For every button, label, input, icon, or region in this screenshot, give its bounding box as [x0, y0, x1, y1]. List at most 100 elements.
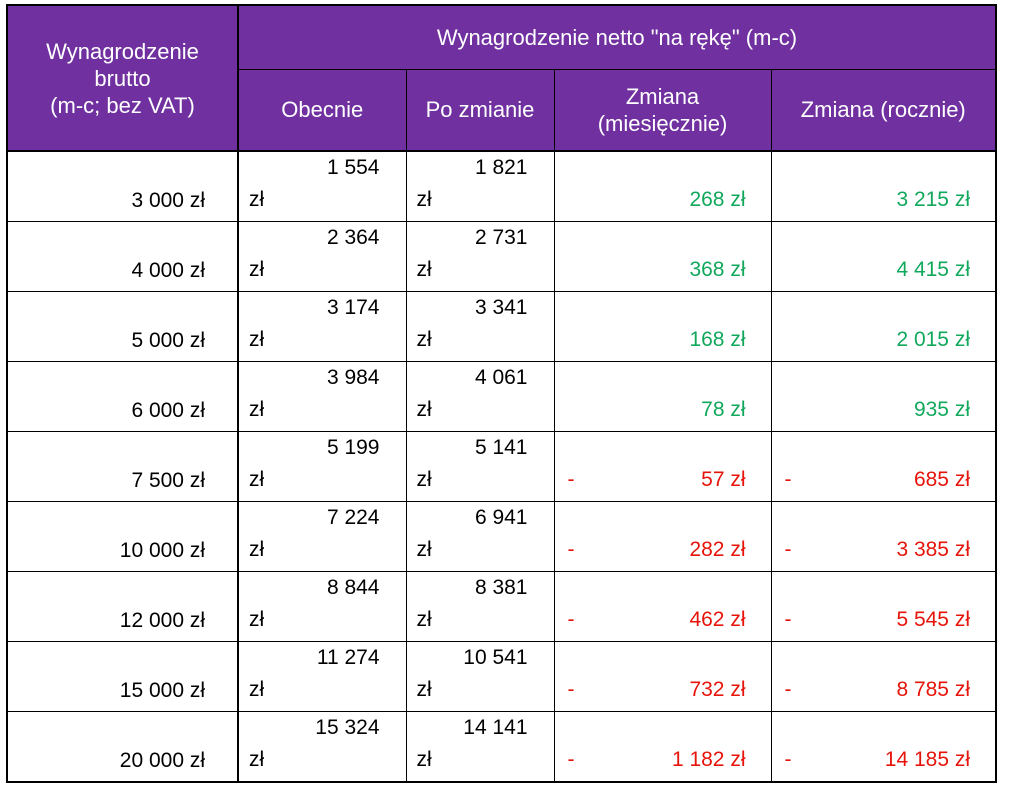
- obecnie-value: 8 844: [326, 576, 380, 599]
- zmiana-rocznie-value: 8 785 zł: [896, 678, 970, 701]
- obecnie-value: 2 364: [326, 226, 380, 249]
- po-zmianie-value: 4 061: [474, 366, 528, 389]
- po-zmianie-cell: 14 141 zł: [405, 711, 555, 783]
- po-zmianie-cell: 1 821 zł: [405, 150, 555, 222]
- minus-sign: -: [567, 678, 575, 701]
- zmiana-miesiecznie-value: 368 zł: [689, 258, 746, 281]
- currency-label: zł: [416, 188, 432, 211]
- obecnie-value: 1 554: [326, 156, 380, 179]
- table-row: 5 000 zł 3 174 zł 3 341 zł 168 zł 2 015 …: [6, 291, 997, 362]
- currency-label: zł: [416, 468, 432, 491]
- obecnie-value: 11 274: [316, 646, 380, 669]
- zmiana-rocznie-value: 14 185 zł: [884, 748, 970, 771]
- obecnie-cell: 7 224 zł: [237, 501, 407, 572]
- brutto-cell: 5 000 zł: [6, 291, 239, 362]
- currency-label: zł: [416, 748, 432, 771]
- brutto-value: 20 000 zł: [119, 749, 205, 772]
- zmiana-rocznie-cell: - 685 zł: [770, 431, 997, 502]
- zmiana-miesiecznie-value: 78 zł: [701, 398, 746, 421]
- currency-label: zł: [249, 748, 265, 771]
- currency-label: zł: [249, 608, 265, 631]
- brutto-cell: 20 000 zł: [6, 711, 239, 783]
- zmiana-miesiecznie-cell: 368 zł: [553, 221, 772, 292]
- brutto-value: 4 000 zł: [131, 259, 205, 282]
- po-zmianie-cell: 3 341 zł: [405, 291, 555, 362]
- po-zmianie-value: 8 381: [474, 576, 528, 599]
- zmiana-rocznie-value: 685 zł: [913, 468, 970, 491]
- zmiana-miesiecznie-cell: 78 zł: [553, 361, 772, 432]
- zmiana-rocznie-value: 3 215 zł: [896, 188, 970, 211]
- zmiana-miesiecznie-cell: - 732 zł: [553, 641, 772, 712]
- brutto-cell: 15 000 zł: [6, 641, 239, 712]
- brutto-cell: 10 000 zł: [6, 501, 239, 572]
- currency-label: zł: [416, 608, 432, 631]
- header-row-sub: Obecnie Po zmianie Zmiana (miesięcznie) …: [7, 68, 997, 152]
- header-row-top: Wynagrodzenie brutto (m-c; bez VAT) Wyna…: [6, 4, 997, 152]
- zmiana-rocznie-cell: - 14 185 zł: [770, 711, 997, 783]
- header-po-zmianie: Po zmianie: [405, 68, 555, 152]
- minus-sign: -: [567, 748, 575, 771]
- zmiana-rocznie-value: 4 415 zł: [896, 258, 970, 281]
- brutto-cell: 12 000 zł: [6, 571, 239, 642]
- header-netto-title: Wynagrodzenie netto "na rękę" (m-c): [237, 4, 997, 70]
- table-row: 4 000 zł 2 364 zł 2 731 zł 368 zł 4 415 …: [6, 221, 997, 292]
- currency-label: zł: [416, 678, 432, 701]
- zmiana-rocznie-cell: 935 zł: [770, 361, 997, 432]
- zmiana-miesiecznie-value: 268 zł: [689, 188, 746, 211]
- table-row: 7 500 zł 5 199 zł 5 141 zł - 57 zł - 685…: [6, 431, 997, 502]
- obecnie-cell: 8 844 zł: [237, 571, 407, 642]
- obecnie-value: 5 199: [326, 436, 380, 459]
- zmiana-rocznie-cell: - 3 385 zł: [770, 501, 997, 572]
- table-row: 15 000 zł 11 274 zł 10 541 zł - 732 zł -…: [6, 641, 997, 712]
- obecnie-cell: 11 274 zł: [237, 641, 407, 712]
- po-zmianie-cell: 10 541 zł: [405, 641, 555, 712]
- zmiana-miesiecznie-value: 732 zł: [689, 678, 746, 701]
- currency-label: zł: [416, 538, 432, 561]
- minus-sign: -: [784, 468, 792, 491]
- po-zmianie-value: 6 941: [474, 506, 528, 529]
- currency-label: zł: [249, 468, 265, 491]
- table-row: 12 000 zł 8 844 zł 8 381 zł - 462 zł - 5…: [6, 571, 997, 642]
- currency-label: zł: [249, 188, 265, 211]
- zmiana-rocznie-cell: 2 015 zł: [770, 291, 997, 362]
- brutto-value: 6 000 zł: [131, 399, 205, 422]
- po-zmianie-value: 14 141: [463, 716, 528, 739]
- zmiana-miesiecznie-value: 1 182 zł: [671, 748, 746, 771]
- brutto-value: 10 000 zł: [119, 539, 205, 562]
- brutto-cell: 4 000 zł: [6, 221, 239, 292]
- brutto-cell: 6 000 zł: [6, 361, 239, 432]
- brutto-value: 7 500 zł: [131, 469, 205, 492]
- zmiana-rocznie-value: 3 385 zł: [896, 538, 970, 561]
- po-zmianie-cell: 6 941 zł: [405, 501, 555, 572]
- po-zmianie-cell: 5 141 zł: [405, 431, 555, 502]
- brutto-cell: 3 000 zł: [6, 150, 239, 222]
- obecnie-cell: 5 199 zł: [237, 431, 407, 502]
- table-header: Wynagrodzenie brutto (m-c; bez VAT) Wyna…: [6, 4, 997, 152]
- currency-label: zł: [416, 398, 432, 421]
- obecnie-value: 7 224: [326, 506, 380, 529]
- salary-table: Wynagrodzenie brutto (m-c; bez VAT) Wyna…: [6, 4, 997, 783]
- currency-label: zł: [249, 678, 265, 701]
- brutto-value: 5 000 zł: [131, 329, 205, 352]
- zmiana-miesiecznie-value: 57 zł: [701, 468, 746, 491]
- obecnie-value: 3 984: [326, 366, 380, 389]
- header-brutto: Wynagrodzenie brutto (m-c; bez VAT): [6, 4, 239, 152]
- po-zmianie-value: 3 341: [474, 296, 528, 319]
- header-zmiana-miesiecznie: Zmiana (miesięcznie): [553, 68, 772, 152]
- table-row: 6 000 zł 3 984 zł 4 061 zł 78 zł 935 zł: [6, 361, 997, 432]
- obecnie-cell: 15 324 zł: [237, 711, 407, 783]
- zmiana-rocznie-cell: - 5 545 zł: [770, 571, 997, 642]
- zmiana-miesiecznie-value: 168 zł: [689, 328, 746, 351]
- obecnie-cell: 3 984 zł: [237, 361, 407, 432]
- zmiana-miesiecznie-value: 282 zł: [689, 538, 746, 561]
- obecnie-cell: 1 554 zł: [237, 150, 407, 222]
- minus-sign: -: [784, 678, 792, 701]
- brutto-cell: 7 500 zł: [6, 431, 239, 502]
- table-row: 10 000 zł 7 224 zł 6 941 zł - 282 zł - 3…: [6, 501, 997, 572]
- minus-sign: -: [784, 748, 792, 771]
- zmiana-miesiecznie-value: 462 zł: [689, 608, 746, 631]
- zmiana-miesiecznie-cell: - 57 zł: [553, 431, 772, 502]
- po-zmianie-cell: 4 061 zł: [405, 361, 555, 432]
- minus-sign: -: [784, 538, 792, 561]
- zmiana-miesiecznie-cell: 268 zł: [553, 150, 772, 222]
